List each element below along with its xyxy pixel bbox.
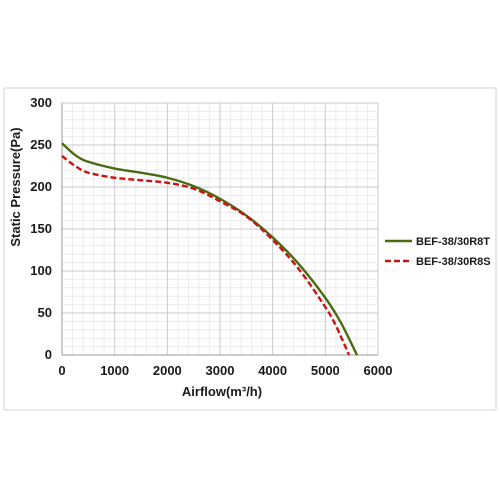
x-tick-label: 0	[58, 363, 65, 378]
x-tick-label: 4000	[258, 363, 287, 378]
x-tick-label: 2000	[153, 363, 182, 378]
y-axis-title: Static Pressure(Pa)	[8, 127, 23, 246]
series-line-2	[61, 154, 351, 356]
y-tick-label: 0	[45, 347, 52, 362]
legend-label-1: BEF-38/30R8T	[416, 236, 490, 248]
y-tick-label: 50	[38, 305, 52, 320]
legend-label-2: BEF-38/30R8S	[416, 256, 491, 268]
series-line-1	[61, 142, 359, 356]
y-tick-label: 150	[30, 221, 52, 236]
series-lines	[61, 142, 359, 356]
tick-labels: 0 1000 2000 3000 4000 5000 6000 0 50 100 150 200 250…	[30, 95, 392, 378]
x-tick-label: 3000	[206, 363, 235, 378]
y-tick-label: 250	[30, 137, 52, 152]
x-tick-label: 5000	[311, 363, 340, 378]
y-tick-label: 300	[30, 95, 52, 110]
x-axis-title: Airflow(m³/h)	[182, 384, 262, 399]
x-tick-label: 1000	[100, 363, 129, 378]
chart-border	[3, 87, 497, 411]
axes	[61, 103, 378, 356]
y-tick-label: 100	[30, 263, 52, 278]
legend: BEF-38/30R8T BEF-38/30R8S	[385, 236, 491, 268]
y-tick-label: 200	[30, 179, 52, 194]
x-tick-label: 6000	[364, 363, 393, 378]
